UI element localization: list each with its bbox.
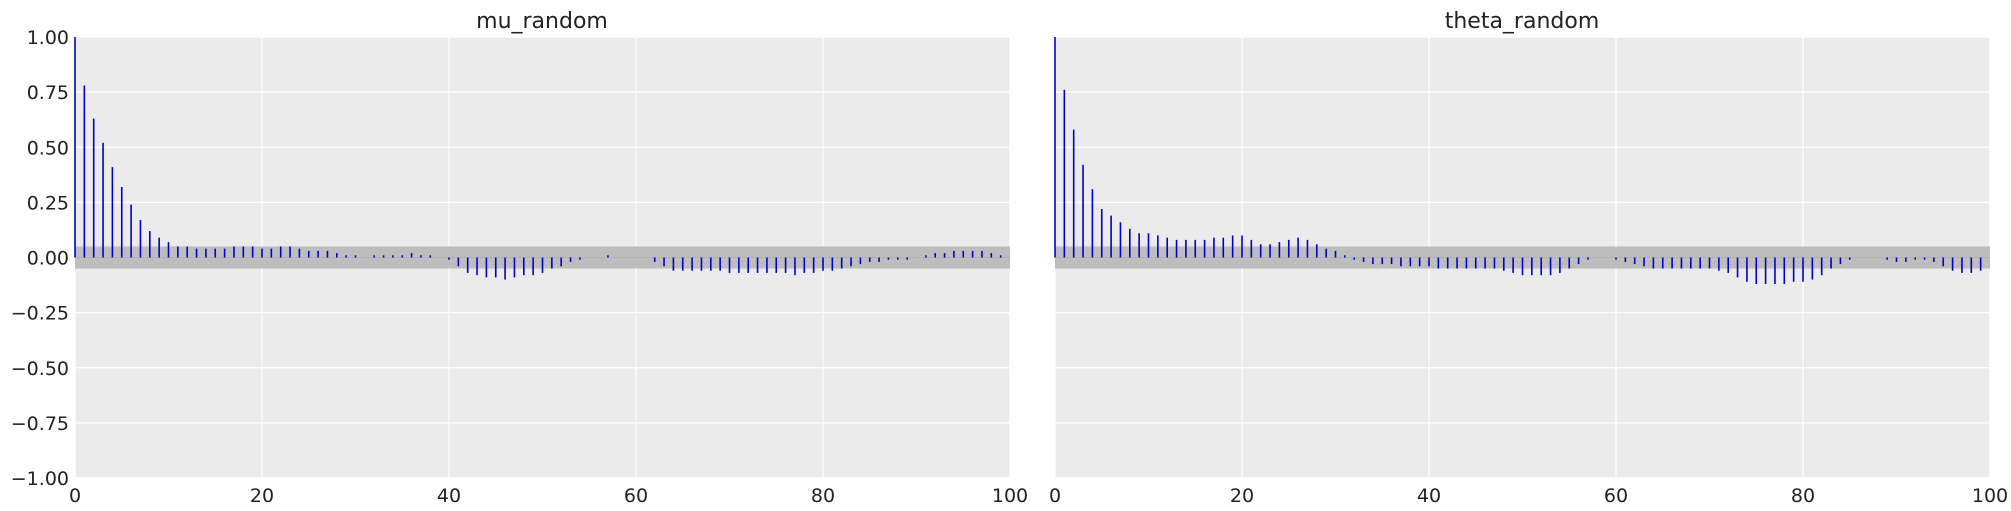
x-tick-label: 60 — [624, 485, 648, 507]
x-tick-label: 40 — [437, 485, 461, 507]
y-tick-labels: 1.00 0.75 0.50 0.25 0.00 −0.25 −0.50 −0.75 −1.00 — [11, 27, 69, 490]
panel-title: theta_random — [1445, 9, 1600, 34]
x-tick-label: 100 — [1972, 485, 2008, 507]
y-tick-label: −1.00 — [11, 468, 69, 490]
x-tick-labels: 0 20 40 60 80 100 — [69, 485, 1028, 507]
y-tick-label: 1.00 — [27, 27, 69, 49]
acf-bars — [74, 37, 1002, 280]
x-tick-label: 0 — [69, 485, 81, 507]
x-tick-label: 60 — [1604, 485, 1628, 507]
x-tick-labels: 0 20 40 60 80 100 — [1049, 485, 2008, 507]
y-tick-label: −0.75 — [11, 413, 69, 435]
y-tick-label: 0.25 — [27, 192, 69, 214]
panel-mu-random: mu_random 1.00 0.75 0.50 0.25 0.00 −0.25 −0.50… — [11, 9, 1028, 507]
x-tick-label: 20 — [250, 485, 274, 507]
x-tick-label: 0 — [1049, 485, 1061, 507]
panel-theta-random: theta_random 0 20 40 60 80 100 — [1049, 9, 2008, 507]
y-tick-label: 0.00 — [27, 248, 69, 270]
x-tick-label: 40 — [1417, 485, 1441, 507]
x-tick-label: 100 — [992, 485, 1028, 507]
x-tick-label: 80 — [811, 485, 835, 507]
x-tick-label: 80 — [1791, 485, 1815, 507]
y-tick-label: 0.75 — [27, 82, 69, 104]
acf-bars — [1054, 37, 1982, 284]
y-tick-label: −0.25 — [11, 303, 69, 325]
y-tick-label: 0.50 — [27, 137, 69, 159]
panel-title: mu_random — [476, 9, 608, 34]
y-tick-label: −0.50 — [11, 358, 69, 380]
x-tick-label: 20 — [1230, 485, 1254, 507]
